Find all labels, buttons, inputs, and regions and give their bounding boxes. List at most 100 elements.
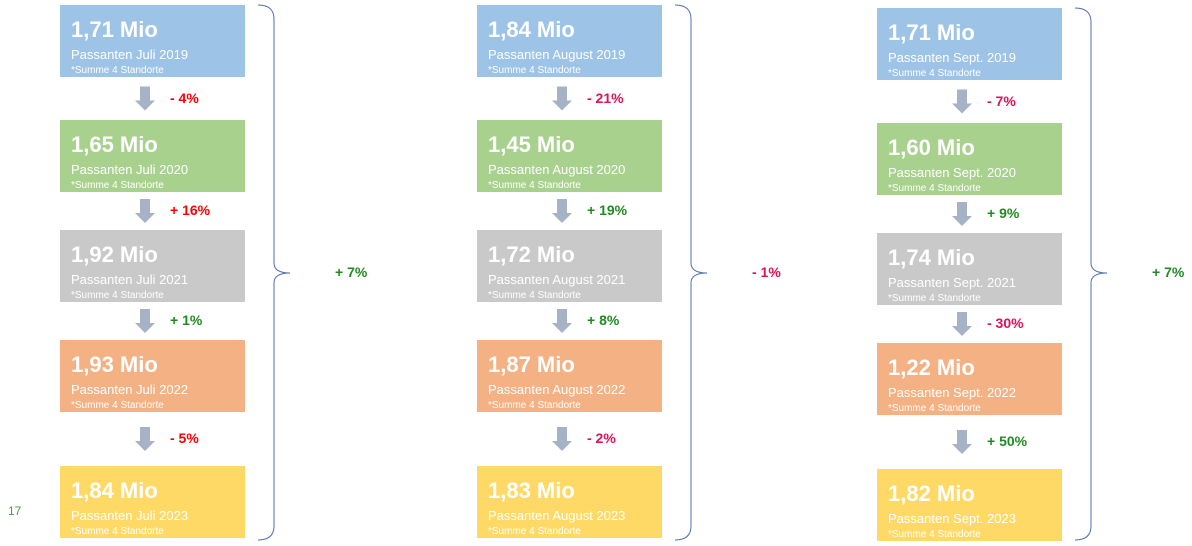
arrow-shaft [140, 199, 150, 213]
box-note: *Summe 4 Standorte [71, 400, 164, 411]
value-box: 1,71 Mio Passanten Juli 2019 *Summe 4 Stan… [60, 5, 245, 77]
arrow-head [952, 326, 972, 336]
box-value: 1,71 Mio [71, 17, 158, 42]
box-value: 1,87 Mio [488, 352, 575, 377]
box-value: 1,60 Mio [888, 135, 975, 160]
box-label: Passanten Juli 2023 [71, 508, 189, 523]
box-label: Passanten Sept. 2020 [888, 165, 1016, 180]
box-label: Passanten Juli 2022 [71, 382, 189, 397]
arrow-head [552, 323, 572, 333]
arrow-head [552, 100, 572, 111]
value-box: 1,74 Mio Passanten Sept. 2021 *Summe 4 Sta… [877, 233, 1062, 305]
box-note: *Summe 4 Standorte [888, 293, 981, 304]
value-box: 1,71 Mio Passanten Sept. 2019 *Summe 4 Sta… [877, 8, 1062, 80]
change-label: + 19% [587, 202, 628, 218]
box-label: Passanten August 2021 [488, 272, 626, 287]
box-note: *Summe 4 Standorte [71, 180, 164, 191]
arrow-shaft [140, 86, 150, 101]
brace [1074, 7, 1108, 541]
arrow-shaft [557, 309, 567, 323]
box-value: 1,83 Mio [488, 478, 575, 503]
box-label: Passanten Sept. 2019 [888, 50, 1016, 65]
box-label: Passanten Juli 2021 [71, 272, 189, 287]
arrow-shaft [557, 86, 567, 101]
box-value: 1,84 Mio [71, 478, 158, 503]
box-note: *Summe 4 Standorte [71, 65, 164, 76]
change-label: + 50% [987, 433, 1028, 449]
arrow-shaft [957, 430, 967, 444]
arrow-head [952, 444, 972, 454]
value-box: 1,72 Mio Passanten August 2021 *Summe 4 St… [477, 230, 662, 302]
arrow-head [552, 213, 572, 223]
box-label: Passanten Juli 2020 [71, 162, 189, 177]
box-label: Passanten August 2023 [488, 508, 626, 523]
box-note: *Summe 4 Standorte [71, 526, 164, 537]
box-note: *Summe 4 Standorte [488, 400, 581, 411]
arrow-shaft [557, 199, 567, 213]
arrow-head [552, 441, 572, 451]
change-label: - 4% [170, 89, 199, 106]
box-note: *Summe 4 Standorte [488, 290, 581, 301]
box-value: 1,72 Mio [488, 242, 575, 267]
value-box: 1,84 Mio Passanten August 2019 *Summe 4 St… [477, 5, 662, 77]
arrow-head [135, 323, 155, 333]
box-note: *Summe 4 Standorte [888, 183, 981, 194]
box-value: 1,65 Mio [71, 132, 158, 157]
box-value: 1,74 Mio [888, 245, 975, 270]
value-box: 1,87 Mio Passanten August 2022 *Summe 4 St… [477, 340, 662, 412]
value-box: 1,45 Mio Passanten August 2020 *Summe 4 St… [477, 120, 662, 192]
box-value: 1,71 Mio [888, 20, 975, 45]
box-label: Passanten Juli 2019 [71, 47, 189, 62]
total-change: - 1% [752, 264, 781, 280]
box-label: Passanten Sept. 2022 [888, 385, 1016, 400]
change-label: - 2% [587, 430, 616, 446]
arrow-shaft [557, 427, 567, 441]
value-box: 1,22 Mio Passanten Sept. 2022 *Summe 4 Sta… [877, 343, 1062, 415]
total-change: + 7% [1152, 264, 1185, 280]
box-value: 1,82 Mio [888, 481, 975, 506]
box-value: 1,22 Mio [888, 355, 975, 380]
box-note: *Summe 4 Standorte [888, 68, 981, 79]
arrow-shaft [140, 427, 150, 441]
arrow-head [952, 216, 972, 226]
box-value: 1,93 Mio [71, 352, 158, 377]
box-value: 1,84 Mio [488, 17, 575, 42]
change-label: - 21% [587, 89, 624, 106]
change-label: + 16% [170, 202, 211, 218]
total-change: + 7% [335, 264, 368, 280]
arrow-shaft [140, 309, 150, 323]
arrow-head [135, 100, 155, 111]
value-box: 1,93 Mio Passanten Juli 2022 *Summe 4 Stan… [60, 340, 245, 412]
change-label: - 5% [170, 430, 199, 446]
value-box: 1,60 Mio Passanten Sept. 2020 *Summe 4 Sta… [877, 123, 1062, 195]
arrow-head [952, 103, 972, 114]
arrow-shaft [957, 312, 967, 326]
arrow-shaft [957, 202, 967, 216]
brace [257, 4, 291, 541]
value-box: 1,84 Mio Passanten Juli 2023 *Summe 4 Stan… [60, 466, 245, 538]
arrow-head [135, 441, 155, 451]
value-box: 1,82 Mio Passanten Sept. 2023 *Summe 4 Sta… [877, 469, 1062, 541]
box-label: Passanten Sept. 2021 [888, 275, 1016, 290]
box-note: *Summe 4 Standorte [888, 403, 981, 414]
value-box: 1,83 Mio Passanten August 2023 *Summe 4 St… [477, 466, 662, 538]
box-note: *Summe 4 Standorte [888, 529, 981, 540]
box-label: Passanten August 2020 [488, 162, 626, 177]
arrow-shaft [957, 89, 967, 104]
box-label: Passanten August 2019 [488, 47, 626, 62]
box-note: *Summe 4 Standorte [488, 65, 581, 76]
value-box: 1,92 Mio Passanten Juli 2021 *Summe 4 Stan… [60, 230, 245, 302]
box-note: *Summe 4 Standorte [488, 180, 581, 191]
box-note: *Summe 4 Standorte [488, 526, 581, 537]
change-label: + 1% [170, 312, 203, 328]
box-label: Passanten August 2022 [488, 382, 626, 397]
box-value: 1,92 Mio [71, 242, 158, 267]
change-label: - 30% [987, 315, 1024, 331]
brace [674, 4, 708, 541]
arrow-head [135, 213, 155, 223]
change-label: + 9% [987, 205, 1020, 221]
value-box: 1,65 Mio Passanten Juli 2020 *Summe 4 Stan… [60, 120, 245, 192]
box-value: 1,45 Mio [488, 132, 575, 157]
